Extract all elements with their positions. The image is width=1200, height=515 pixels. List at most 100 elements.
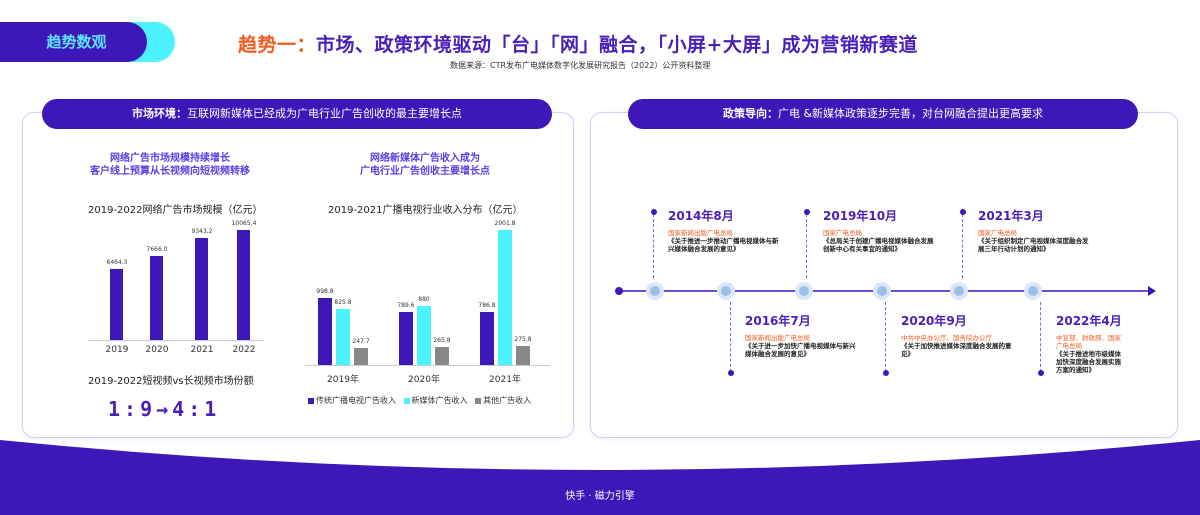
- chart1-bar: [195, 237, 208, 340]
- timeline-node: [646, 282, 664, 300]
- chart2-bar: [435, 347, 449, 365]
- chart2-bar: [498, 230, 512, 365]
- event-date: 2020年9月: [901, 314, 967, 328]
- timeline-start-dot: [615, 287, 623, 295]
- chart2-bar: [336, 309, 350, 365]
- market-pill: 市场环境：互联网新媒体已经成为广电行业广告创收的最主要增长点: [42, 99, 552, 129]
- chart1-x-label: 2019: [105, 345, 129, 355]
- timeline-event: 2014年8月 国家新闻出版广电总局 《关于推进一步推动广播电视媒体与新兴媒体融合发…: [668, 207, 783, 253]
- chart2-x-label: 2020年: [408, 375, 440, 385]
- chart2-bar: [318, 297, 332, 365]
- tag-label: 趋势数观: [0, 22, 147, 62]
- timeline-dot: [1038, 370, 1044, 376]
- timeline-arrow-icon: [1148, 286, 1156, 296]
- chart2-legend: 传统广播电视广告收入 新媒体广告收入 其他广告收入: [308, 395, 536, 406]
- chart2-value-label: 786.8: [478, 301, 496, 309]
- timeline-node: [795, 282, 813, 300]
- timeline-dot: [883, 370, 889, 376]
- legend-traditional: 传统广播电视广告收入: [308, 396, 396, 405]
- title-main: 市场、政策环境驱动「台」「网」融合，「小屏+大屏」成为营销新赛道: [316, 34, 918, 56]
- event-org: 国家广电总局: [978, 229, 1017, 237]
- ratio-title: 2019-2022短视频vs长视频市场份额: [88, 376, 254, 387]
- chart2-axis: [305, 365, 550, 366]
- timeline-event: 2021年3月国家广电总局 《关于组织制定广电视媒体深度融合发展三年行动计划的通知…: [978, 207, 1093, 253]
- event-doc: 《关于进一步加快广播电视媒体与新兴媒体融合发展的意见》: [745, 342, 856, 358]
- chart2-value-label: 275.8: [514, 336, 532, 344]
- chart1-value-label: 9343.2: [191, 227, 213, 235]
- timeline-connector: [962, 214, 963, 278]
- timeline-connector: [885, 302, 886, 372]
- chart1-axis: [88, 340, 264, 341]
- chart2-bar: [516, 346, 530, 365]
- event-doc: 《总局关于创建广播电视媒体融合发展创新中心有关事宜的通知》: [823, 237, 934, 253]
- event-date: 2016年7月: [745, 314, 811, 328]
- chart1-x-label: 2021: [190, 345, 214, 355]
- chart2-x-label: 2019年: [327, 375, 359, 385]
- chart2-bar: [480, 311, 494, 365]
- title-prefix: 趋势一：: [238, 34, 317, 56]
- ratio-value: 1:9→4:1: [108, 397, 221, 421]
- event-doc: 《关于推进地市级媒体加快深度融合发展实施方案的通知》: [1056, 350, 1121, 374]
- timeline-dot: [728, 370, 734, 376]
- chart2-subhead-line1: 网络新媒体广告收入成为: [370, 153, 480, 164]
- event-org: 国家新闻出版广电总局: [668, 229, 733, 237]
- timeline-event: 2019年10月国家广电总局 《总局关于创建广播电视媒体融合发展创新中心有关事宜的…: [823, 207, 938, 253]
- chart2-value-label: 2001.8: [494, 220, 516, 227]
- legend-other: 其他广告收入: [475, 396, 531, 405]
- legend-new-media: 新媒体广告收入: [403, 396, 468, 405]
- chart1-value-label: 7666.0: [146, 246, 168, 254]
- footer: [0, 440, 1200, 515]
- event-doc: 《关于推进一步推动广播电视媒体与新兴媒体融合发展的意见》: [668, 237, 779, 253]
- chart2-subhead: 网络新媒体广告收入成为 广电行业广告创收主要增长点: [325, 152, 525, 178]
- chart2-value-label: 880: [418, 295, 430, 303]
- timeline-connector: [806, 214, 807, 278]
- timeline-event: 2020年9月中共中央办公厅、国务院办公厅 《关于加快推进媒体深度融合发展的意见》: [901, 312, 1016, 358]
- chart1-subhead: 网络广告市场规模持续增长 客户线上预算从长视频向短视频转移: [70, 152, 270, 178]
- event-doc: 《关于加快推进媒体深度融合发展的意见》: [901, 342, 1012, 358]
- page-title: 趋势一：市场、政策环境驱动「台」「网」融合，「小屏+大屏」成为营销新赛道: [238, 30, 918, 57]
- timeline-dot: [960, 209, 966, 215]
- timeline-node: [1024, 282, 1042, 300]
- event-org: 中共中央办公厅、国务院办公厅: [901, 334, 992, 342]
- event-date: 2019年10月: [823, 209, 898, 223]
- policy-pill-text: 广电 &新媒体政策逐步完善，对台网融合提出更高要求: [777, 107, 1044, 120]
- policy-pill: 政策导向：广电 &新媒体政策逐步完善，对台网融合提出更高要求: [628, 99, 1138, 129]
- chart2-bar: [354, 348, 368, 365]
- chart1-bar: [150, 256, 163, 340]
- timeline-node: [873, 282, 891, 300]
- timeline-dot: [651, 209, 657, 215]
- timeline-connector: [1040, 302, 1041, 372]
- event-doc: 《关于组织制定广电视媒体深度融合发展三年行动计划的通知》: [978, 237, 1089, 253]
- timeline-connector: [653, 214, 654, 278]
- event-date: 2021年3月: [978, 209, 1044, 223]
- market-pill-text: 互联网新媒体已经成为广电行业广告创收的最主要增长点: [187, 107, 462, 120]
- chart2-title: 2019-2021广播电视行业收入分布（亿元）: [328, 205, 523, 216]
- chart2-subhead-line2: 广电行业广告创收主要增长点: [360, 166, 490, 177]
- chart1-value-label: 10065.4: [231, 220, 257, 227]
- timeline-event: 2022年4月 中宣部、财政部、国家广电总局 《关于推进地市级媒体加快深度融合发展实…: [1056, 312, 1126, 374]
- timeline-dot: [804, 209, 810, 215]
- chart2-value-label: 998.8: [316, 287, 334, 295]
- chart2-bar: [417, 305, 431, 365]
- event-org: 国家新闻出版广电总局: [745, 334, 810, 342]
- chart2-bar: [399, 311, 413, 365]
- chart1-x-label: 2020: [145, 345, 169, 355]
- footer-brand: 快手 · 磁力引擎: [565, 491, 635, 502]
- timeline-node: [717, 282, 735, 300]
- data-source: 数据来源：CTR发布广电媒体数字化发展研究报告（2022）公开资料整理: [450, 61, 711, 70]
- chart2-value-label: 789.6: [397, 301, 415, 309]
- event-date: 2022年4月: [1056, 314, 1122, 328]
- timeline-event: 2016年7月国家新闻出版广电总局 《关于进一步加快广播电视媒体与新兴媒体融合发展…: [745, 312, 860, 358]
- timeline-connector: [730, 302, 731, 372]
- chart2-x-label: 2021年: [489, 375, 521, 385]
- policy-panel: [590, 112, 1178, 438]
- chart1-value-label: 6464.3: [106, 259, 128, 267]
- chart1-bar: [237, 230, 250, 340]
- chart2-value-label: 247.7: [352, 338, 370, 346]
- event-org: 国家广电总局: [823, 229, 862, 237]
- market-pill-label: 市场环境：: [132, 107, 187, 120]
- chart1-x-label: 2022: [232, 345, 256, 355]
- chart1-title: 2019-2022网络广告市场规模（亿元）: [88, 205, 263, 216]
- chart2-value-label: 825.8: [334, 299, 352, 307]
- section-tag: 趋势数观: [0, 22, 175, 62]
